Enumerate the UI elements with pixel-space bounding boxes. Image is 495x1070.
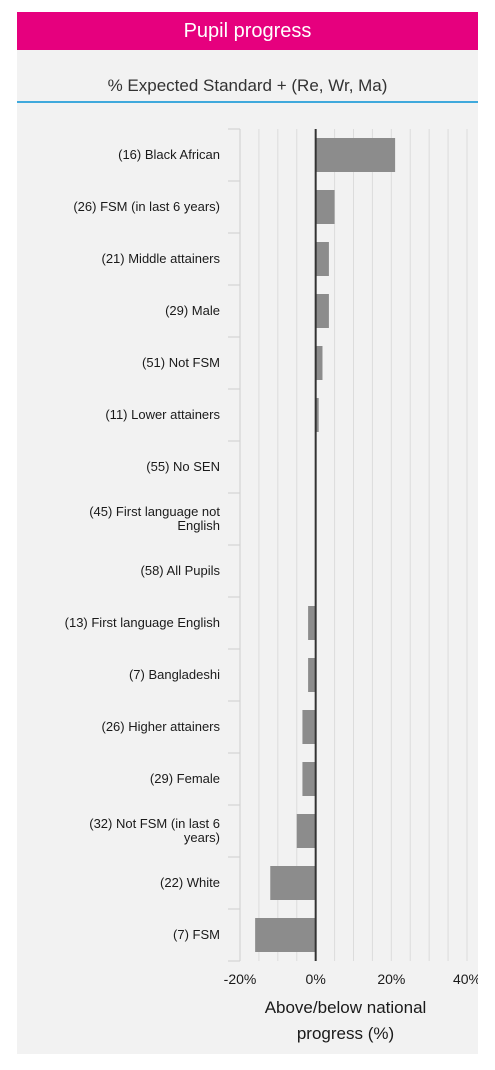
- category-label: (29) Male: [165, 303, 220, 318]
- x-tick-label: 0%: [306, 971, 326, 987]
- chart-panel: Pupil progress % Expected Standard + (Re…: [17, 12, 478, 1054]
- category-label: (22) White: [160, 875, 220, 890]
- bar: [270, 866, 316, 900]
- bar: [308, 658, 316, 692]
- bar: [255, 918, 316, 952]
- x-tick-label: 40%: [453, 971, 478, 987]
- category-label: (29) Female: [150, 771, 220, 786]
- bar: [315, 398, 319, 432]
- bar: [308, 606, 316, 640]
- category-label: (13) First language English: [65, 615, 220, 630]
- bar: [315, 294, 329, 328]
- category-label: (21) Middle attainers: [102, 251, 221, 266]
- bar: [296, 814, 316, 848]
- x-tick-label: -20%: [224, 971, 257, 987]
- category-label: (11) Lower attainers: [105, 407, 220, 422]
- category-label: (26) FSM (in last 6 years): [73, 199, 220, 214]
- category-label: (45) First language not English: [89, 504, 220, 533]
- bar: [315, 190, 335, 224]
- bar-chart: (16) Black African (26) FSM (in last 6 ye…: [65, 128, 478, 1043]
- x-axis-title: Above/below national: [265, 998, 427, 1017]
- category-label: (58) All Pupils: [141, 563, 221, 578]
- category-label: (51) Not FSM: [142, 355, 220, 370]
- bar: [315, 138, 396, 172]
- bar: [315, 242, 329, 276]
- category-label: (55) No SEN: [146, 459, 220, 474]
- category-label: (7) FSM: [173, 927, 220, 942]
- category-label: (32) Not FSM (in last 6 years): [89, 816, 220, 845]
- x-tick-label: 20%: [377, 971, 405, 987]
- x-axis-title: progress (%): [297, 1024, 394, 1043]
- bar: [315, 346, 323, 380]
- title-divider: [17, 101, 478, 103]
- bar: [302, 762, 316, 796]
- panel-header: Pupil progress: [17, 12, 478, 50]
- panel-title: Pupil progress: [183, 19, 312, 42]
- chart-title: % Expected Standard + (Re, Wr, Ma): [107, 76, 388, 95]
- bar: [302, 710, 316, 744]
- category-label: (16) Black African: [118, 147, 220, 162]
- category-label: (26) Higher attainers: [102, 719, 221, 734]
- category-label: (7) Bangladeshi: [129, 667, 220, 682]
